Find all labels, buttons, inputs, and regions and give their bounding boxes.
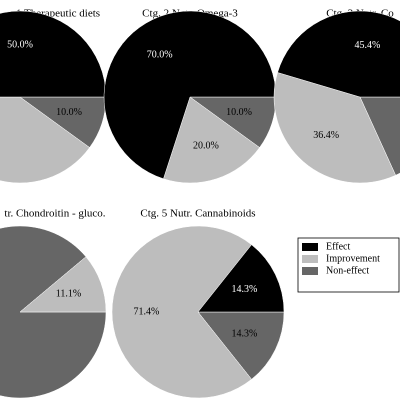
pie-slice bbox=[163, 96, 260, 184]
slice-label: 14.3% bbox=[232, 284, 258, 295]
legend-label: Effect bbox=[326, 241, 350, 252]
slice-label: 11.1% bbox=[56, 289, 81, 300]
pie-slice bbox=[103, 10, 277, 180]
slice-label: 10.0% bbox=[56, 107, 82, 118]
slice-label: 20.0% bbox=[193, 140, 219, 151]
pie-slice bbox=[359, 96, 400, 176]
slice-label: 70.0% bbox=[147, 50, 173, 61]
slice-label: 71.4% bbox=[133, 306, 159, 317]
slice-label: 50.0% bbox=[7, 40, 33, 51]
pie-slice bbox=[19, 256, 107, 313]
pie-slice bbox=[197, 311, 285, 380]
slice-label: 10.0% bbox=[226, 107, 252, 118]
pie-slice bbox=[0, 10, 107, 98]
pie-slice bbox=[0, 225, 107, 399]
slice-label: 45.4% bbox=[355, 40, 381, 51]
pie-slice bbox=[0, 96, 90, 184]
chart-title: tr. Chondroitin - gluco. bbox=[4, 208, 105, 220]
pie-slice bbox=[197, 244, 285, 313]
legend-label: Improvement bbox=[326, 253, 380, 264]
slice-label: 14.3% bbox=[232, 329, 258, 340]
pie-slice bbox=[277, 10, 400, 98]
slice-label: 36.4% bbox=[313, 130, 339, 141]
legend-label: Non-effect bbox=[326, 265, 369, 276]
legend-swatch bbox=[302, 267, 318, 275]
pie-slice bbox=[273, 72, 396, 184]
chart-title: Ctg. 5 Nutr. Cannabinoids bbox=[140, 208, 255, 220]
pie-slice bbox=[111, 225, 252, 399]
legend-swatch bbox=[302, 243, 318, 251]
legend-swatch bbox=[302, 255, 318, 263]
